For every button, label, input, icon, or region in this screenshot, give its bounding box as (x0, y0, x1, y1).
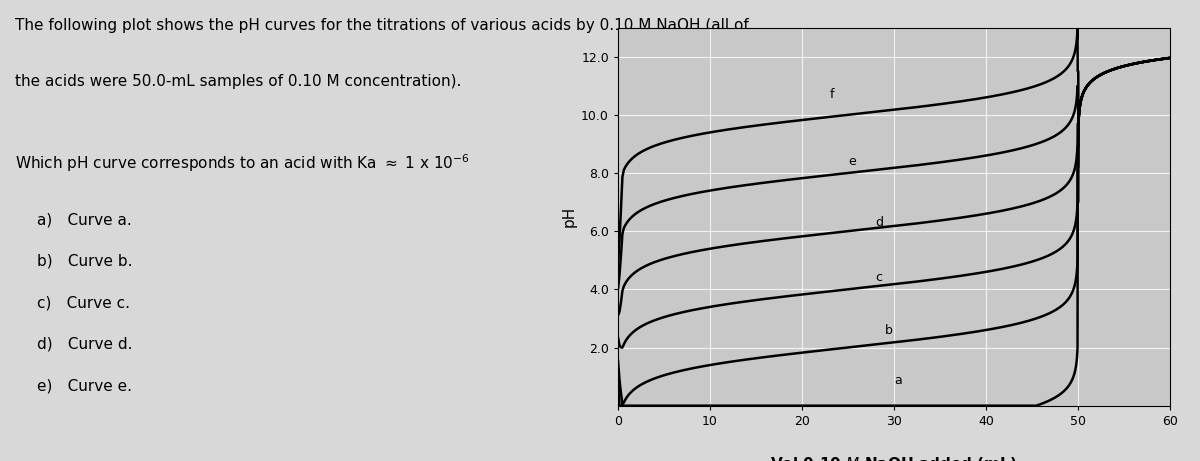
Y-axis label: pH: pH (562, 206, 577, 227)
Text: b: b (884, 324, 893, 337)
Text: the acids were 50.0-mL samples of 0.10 M concentration).: the acids were 50.0-mL samples of 0.10 M… (16, 74, 462, 89)
Text: c) Curve c.: c) Curve c. (37, 295, 130, 310)
Text: a: a (894, 374, 901, 387)
Text: b) Curve b.: b) Curve b. (37, 254, 132, 269)
Text: d: d (876, 216, 883, 229)
Text: f: f (829, 88, 834, 101)
Text: Vol 0.10 $\mathit{M}$ NaOH added (mL): Vol 0.10 $\mathit{M}$ NaOH added (mL) (770, 455, 1018, 461)
Text: Which pH curve corresponds to an acid with Ka $\approx$ 1 x 10$^{-6}$: Which pH curve corresponds to an acid wi… (16, 152, 470, 174)
Text: c: c (876, 271, 882, 284)
Text: a) Curve a.: a) Curve a. (37, 212, 132, 227)
Text: d) Curve d.: d) Curve d. (37, 337, 132, 352)
Text: e: e (848, 155, 856, 168)
Text: e) Curve e.: e) Curve e. (37, 378, 132, 393)
Text: The following plot shows the pH curves for the titrations of various acids by 0.: The following plot shows the pH curves f… (16, 18, 749, 34)
